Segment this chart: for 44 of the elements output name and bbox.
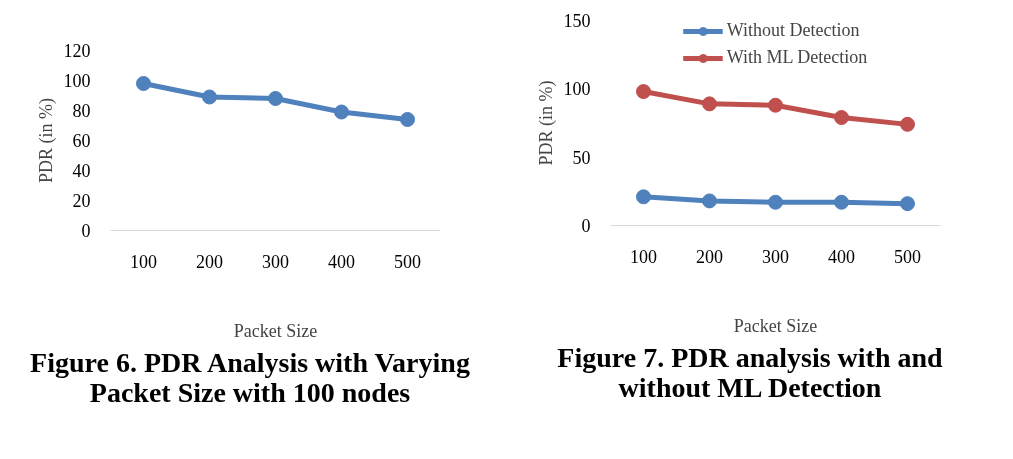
x-tick-label: 400 <box>328 251 355 272</box>
x-tick-label: 200 <box>696 246 723 267</box>
x-tick-label: 300 <box>762 246 789 267</box>
point <box>768 194 783 210</box>
point <box>636 84 651 100</box>
point <box>268 91 283 106</box>
point <box>202 89 217 105</box>
y-tick-label: 100 <box>63 71 91 91</box>
y-tick-label: 20 <box>72 191 91 211</box>
point <box>900 196 915 212</box>
point <box>702 193 717 209</box>
y-tick-label: 0 <box>81 221 91 241</box>
x-axis-title: Packet Size <box>733 315 818 336</box>
point <box>136 76 151 91</box>
x-tick-label: 300 <box>262 251 289 272</box>
point <box>334 104 349 120</box>
y-tick-label: 150 <box>563 11 591 31</box>
point <box>900 116 915 132</box>
y-axis-title: PDR (in %) <box>535 80 557 166</box>
y-tick-label: 100 <box>563 79 591 100</box>
y-axis-title: PDR (in %) <box>35 97 57 183</box>
x-tick-label: 100 <box>130 251 157 272</box>
x-tick-label: 500 <box>394 251 421 272</box>
x-axis-title: Packet Size <box>233 320 318 341</box>
x-tick-label: 500 <box>894 246 921 267</box>
y-tick-label: 120 <box>63 41 91 61</box>
point <box>400 112 415 127</box>
text: Figure 7. PDR analysis with and without ML Detection <box>556 342 944 403</box>
legend-label: With ML Detection <box>726 47 868 68</box>
y-tick-label: 50 <box>572 147 591 168</box>
x-tick-label: 400 <box>828 246 855 267</box>
point <box>636 189 651 205</box>
text: Figure 6. PDR Analysis with Varying Packet Size with 100 nodes <box>29 347 471 408</box>
point <box>768 97 783 113</box>
legend-label: Without Detection <box>726 20 860 41</box>
y-tick-label: 80 <box>72 101 91 121</box>
point <box>702 96 717 112</box>
point <box>834 194 849 210</box>
x-tick-label: 200 <box>196 251 223 272</box>
y-tick-label: 40 <box>72 161 91 181</box>
point <box>834 110 849 126</box>
x-tick-label: 100 <box>630 246 657 267</box>
y-tick-label: 60 <box>72 131 91 151</box>
y-tick-label: 0 <box>581 216 591 236</box>
